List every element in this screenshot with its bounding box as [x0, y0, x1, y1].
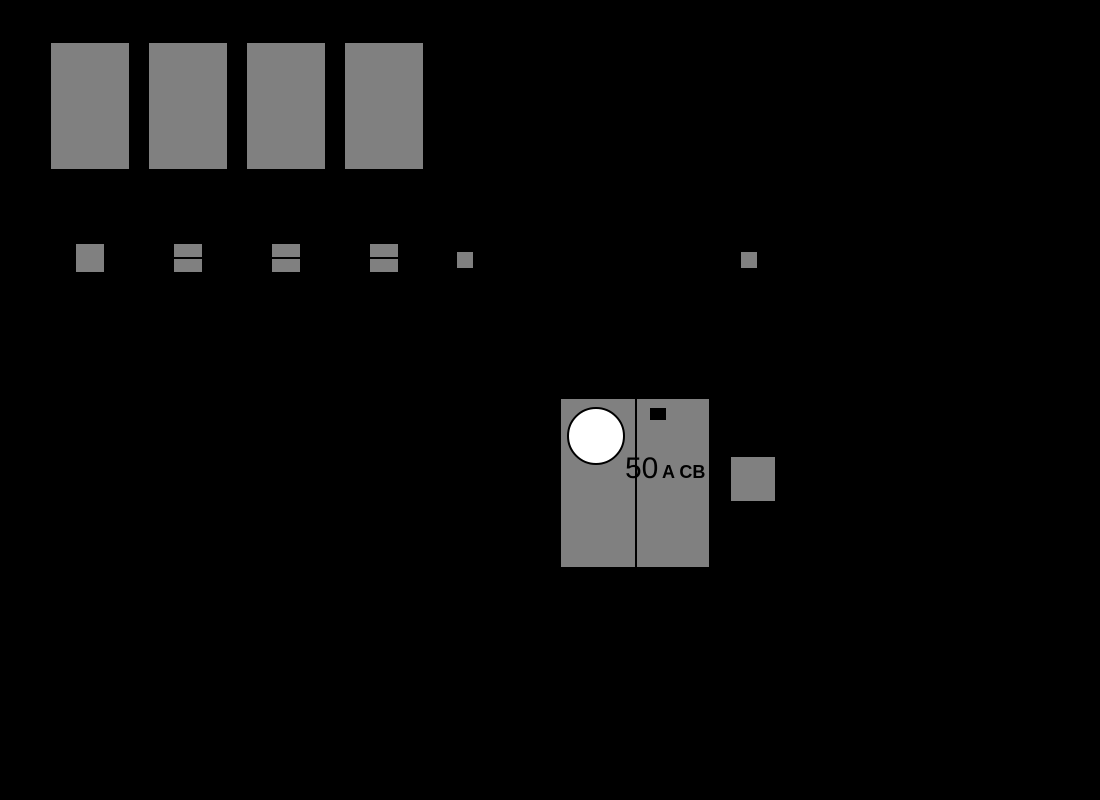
- junction-box-1: [456, 251, 474, 269]
- subpanel-l3: 20A CB: [848, 505, 929, 532]
- solar-panel: [344, 42, 424, 170]
- subpanel-l1: New Sub-panel: [800, 449, 964, 476]
- microinverters-label: Enphase M215-60-2LL-S22 MicroInverters: [44, 281, 440, 303]
- conduit-l2: in PVC Conduit: [775, 384, 898, 404]
- signage-l2: "Parallel Generation: [350, 448, 510, 468]
- wiring-diagram: 4 Hyundai HiS-M250MG-BL Panels Enphase Ou…: [0, 0, 1100, 800]
- jbox1-label: Junction Box (in attic): [425, 229, 597, 249]
- cb50-big: 50: [625, 452, 658, 485]
- cb50-small: A CB: [662, 462, 705, 482]
- awg-label-1: 10 AWG: [516, 285, 604, 312]
- note-l1: Note: The micro-inverters are grounded t…: [140, 717, 962, 734]
- note-l2: provided between the microinverters and …: [140, 737, 964, 754]
- current-label: Current: 0.9 A * 4 = 3.6 A: [460, 64, 659, 84]
- total-label: Total: 864 Watts: [450, 110, 578, 130]
- solar-panel: [148, 42, 228, 170]
- solar-panel: [50, 42, 130, 170]
- signage-l3: On Site": [350, 470, 416, 490]
- signage-l1: Service Meter Signage: [350, 426, 532, 446]
- panels-title: 4 Hyundai HiS-M250MG-BL Panels: [60, 13, 386, 35]
- microinverter: [75, 243, 105, 273]
- note-l3: racking and modules equipment grounding …: [140, 757, 888, 774]
- meter-face-icon: [568, 408, 624, 464]
- junction-box-2: [740, 251, 758, 269]
- enphase-output-title: Enphase Output: [450, 14, 580, 34]
- conduit-l1: From attic THHN-2: [775, 362, 926, 382]
- engage-cable-label: Enphase Engage Cable: [116, 200, 306, 220]
- sub-panel: [730, 456, 776, 502]
- jbox2-label: Junction Box (in attic near soffit): [760, 229, 1016, 249]
- solar-panel: [246, 42, 326, 170]
- ground-label: Ground: [642, 572, 702, 592]
- voltage-label: Voltage: 240 V: [460, 40, 577, 60]
- subpanel-l2: AC Combiner: [815, 477, 959, 504]
- breaker-icon: [650, 408, 666, 420]
- awg-label-2: Wire: [535, 313, 584, 340]
